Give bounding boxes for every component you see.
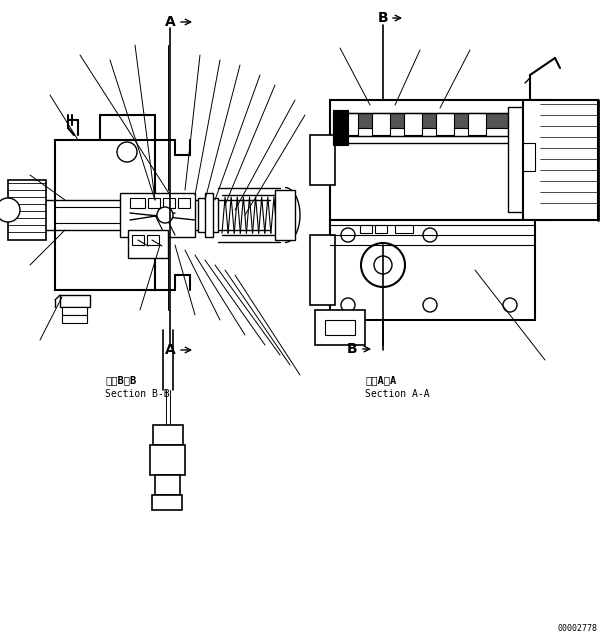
Bar xyxy=(372,113,390,135)
Text: Section B-B: Section B-B xyxy=(105,389,170,399)
Circle shape xyxy=(423,298,437,312)
Bar xyxy=(275,190,295,240)
Bar xyxy=(8,180,46,240)
Bar xyxy=(523,143,535,171)
Bar xyxy=(163,198,175,208)
Bar xyxy=(333,110,348,145)
Circle shape xyxy=(374,256,392,274)
Bar xyxy=(310,235,335,305)
Bar xyxy=(62,307,87,315)
Text: 00002778: 00002778 xyxy=(558,624,598,633)
Bar xyxy=(148,198,160,208)
Bar xyxy=(404,113,422,135)
Text: B: B xyxy=(347,342,357,356)
Bar xyxy=(395,225,413,233)
Bar xyxy=(60,295,90,307)
Bar xyxy=(360,225,372,233)
Bar xyxy=(152,495,182,510)
Bar xyxy=(333,113,508,128)
Circle shape xyxy=(341,228,355,242)
Circle shape xyxy=(503,298,517,312)
Bar xyxy=(153,425,183,445)
Bar xyxy=(468,113,486,135)
Circle shape xyxy=(117,142,137,162)
Bar xyxy=(55,140,155,290)
Bar xyxy=(330,220,535,320)
Text: A: A xyxy=(164,15,175,29)
Bar xyxy=(155,475,180,495)
Bar xyxy=(128,230,168,258)
Circle shape xyxy=(157,207,173,223)
Bar xyxy=(120,193,195,237)
Bar xyxy=(375,225,387,233)
Circle shape xyxy=(361,243,405,287)
Bar xyxy=(523,100,598,220)
Bar xyxy=(310,135,335,185)
Bar xyxy=(132,235,144,245)
Circle shape xyxy=(423,228,437,242)
Bar xyxy=(325,320,355,335)
Text: 断面B－B: 断面B－B xyxy=(105,375,136,385)
Bar xyxy=(198,198,218,232)
Bar xyxy=(178,198,190,208)
Text: Section A-A: Section A-A xyxy=(365,389,429,399)
Circle shape xyxy=(0,198,20,222)
Text: B: B xyxy=(378,11,389,25)
Bar xyxy=(147,235,159,245)
Bar xyxy=(315,310,365,345)
Bar xyxy=(205,193,213,237)
Text: A: A xyxy=(164,343,175,357)
Bar xyxy=(62,315,87,323)
Bar xyxy=(333,128,508,136)
Bar xyxy=(436,113,454,135)
Bar xyxy=(130,198,145,208)
Bar xyxy=(508,107,523,212)
Bar xyxy=(340,113,358,135)
Text: 断面A－A: 断面A－A xyxy=(365,375,396,385)
Bar xyxy=(330,100,550,220)
Circle shape xyxy=(341,298,355,312)
Bar xyxy=(150,445,185,475)
